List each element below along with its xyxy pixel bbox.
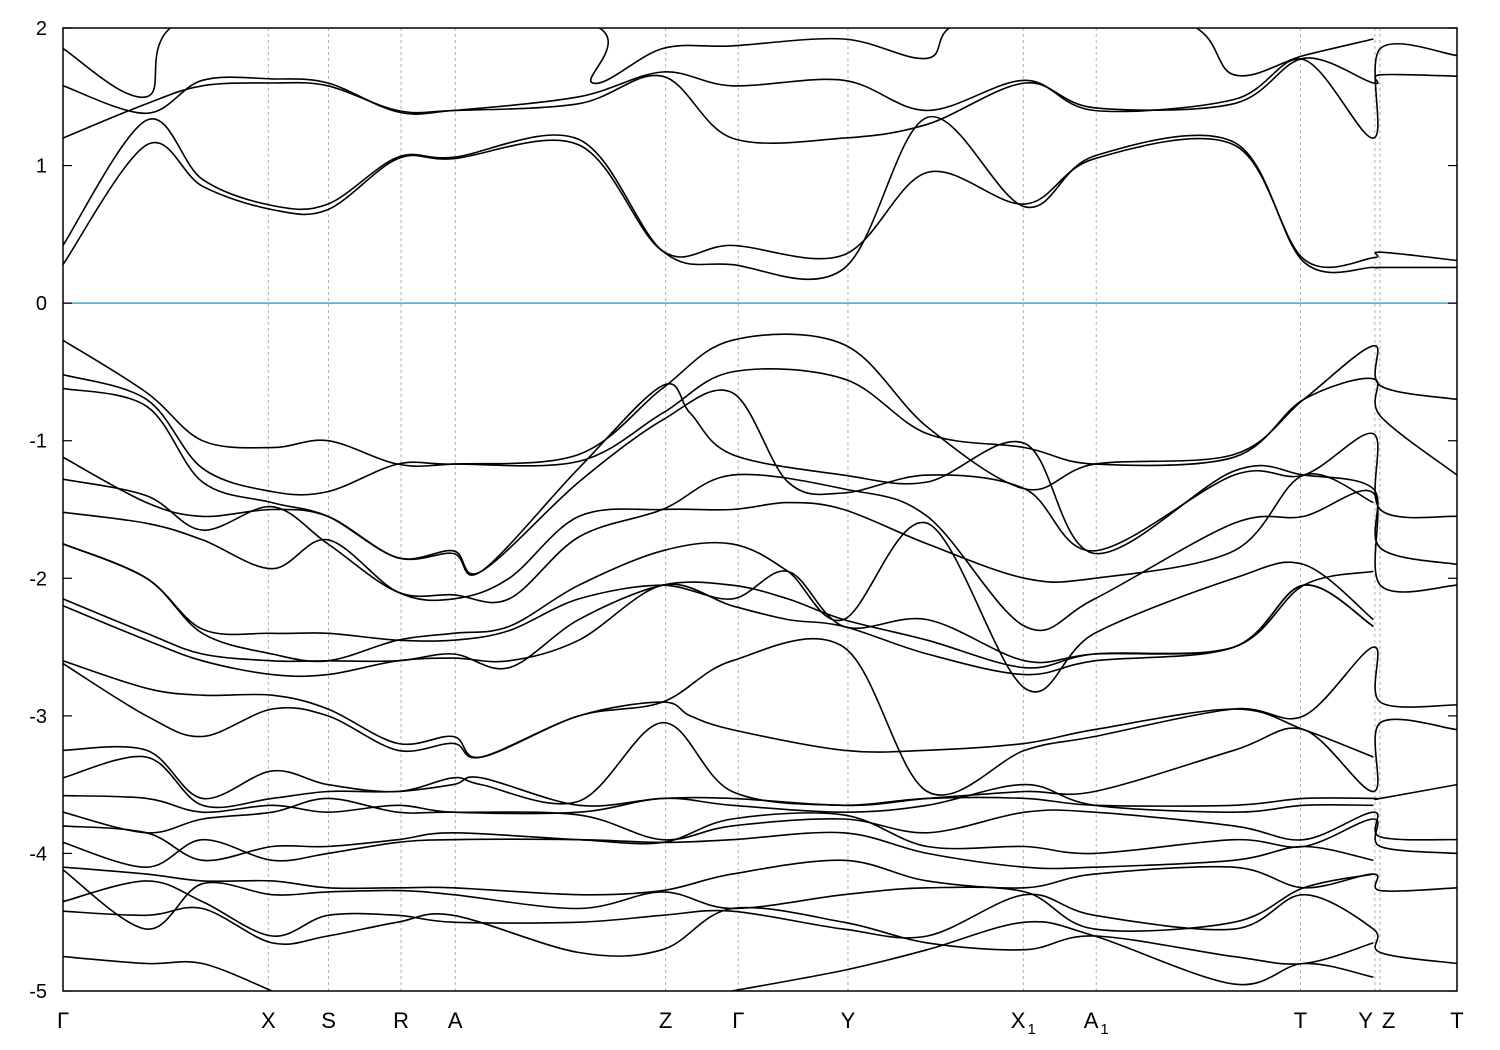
kpoint-label: Z [659, 1008, 672, 1033]
kpoint-label: T [1450, 1008, 1463, 1033]
band-line-27 [63, 906, 1374, 965]
kpoint-label: S [321, 1008, 336, 1033]
band-line-5 [63, 28, 1374, 98]
band-line-10 [63, 473, 1457, 632]
band-line-15 [63, 583, 1374, 678]
kpoint-label: Y [1358, 1008, 1373, 1033]
kpoint-label: Γ [57, 1008, 69, 1033]
y-tick-label: 2 [36, 18, 47, 40]
y-tick-label: -3 [29, 706, 47, 728]
band-line-12 [63, 521, 1374, 693]
plot-frame [62, 27, 1458, 992]
band-line-7 [63, 368, 1457, 496]
band-line-25 [63, 869, 1374, 932]
y-tick-label: -2 [29, 568, 47, 590]
y-tick-label: 0 [36, 293, 47, 315]
band-line-18 [63, 718, 1457, 807]
band-line-3 [63, 57, 1457, 145]
kpoint-label: Z [1382, 1008, 1395, 1033]
kpoint-label: R [393, 1008, 409, 1033]
kpoint-label: A [448, 1008, 463, 1033]
band-line-23 [63, 831, 1374, 870]
kpoint-label: X [261, 1008, 276, 1033]
band-line-29 [731, 920, 1374, 991]
band-line-11 [63, 473, 1374, 602]
band-line-21 [63, 797, 1457, 841]
band-line-16 [63, 637, 1457, 796]
kpoint-label: Y [841, 1008, 856, 1033]
y-tick-label: -5 [29, 981, 47, 1003]
band-line-9 [63, 382, 1457, 576]
kpoint-label: T [1294, 1008, 1307, 1033]
y-tick-label: -1 [29, 431, 47, 453]
band-line-8 [63, 387, 1457, 575]
band-line-17 [63, 662, 1374, 759]
y-tick-label: -4 [29, 843, 47, 865]
y-tick-label: 1 [36, 156, 47, 178]
band-line-19 [63, 755, 1457, 809]
y-axis-ticks: 2 1 0 -1 -2 -3 -4 -5 [29, 18, 1457, 1003]
band-line-24 [63, 859, 1457, 896]
band-line-20 [63, 783, 1374, 815]
band-lines [63, 28, 1457, 991]
band-line-26 [63, 880, 1457, 965]
band-line-14 [63, 581, 1374, 670]
band-line-4 [63, 43, 1457, 139]
kpoint-label: Γ [732, 1008, 744, 1033]
band-line-2 [63, 115, 1457, 281]
band-line-28 [63, 955, 273, 991]
plot-border [62, 27, 1458, 992]
